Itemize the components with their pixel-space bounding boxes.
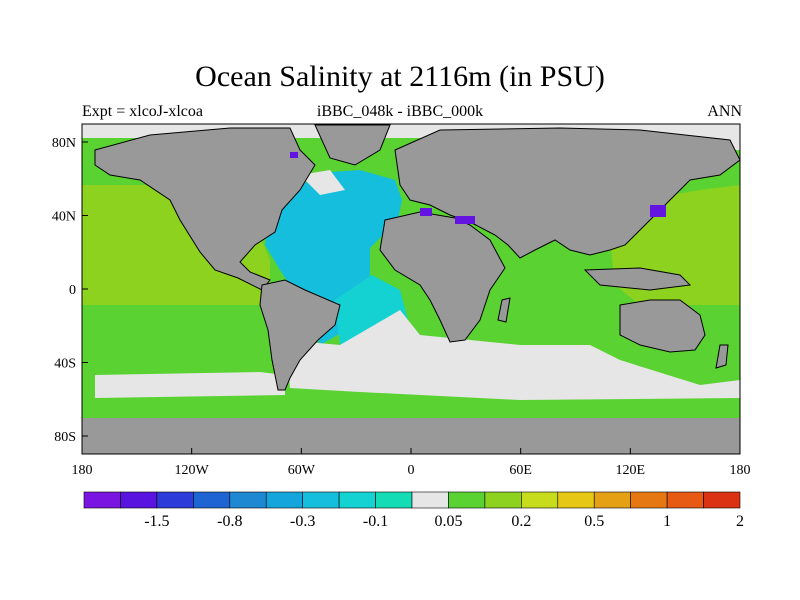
madagascar <box>497 297 511 323</box>
mediterranean-anomaly <box>420 208 432 216</box>
aegean-anomaly <box>455 216 475 224</box>
lon-tick-label: 180 <box>730 463 751 478</box>
new-zealand <box>715 344 729 369</box>
greenland <box>314 124 391 166</box>
colorbar-swatch <box>375 491 413 509</box>
lon-tick-label: 0 <box>408 463 415 478</box>
colorbar-swatch <box>411 491 449 509</box>
experiment-label: Expt = xlcoJ-xlcoa <box>82 103 203 120</box>
south-america <box>259 279 341 391</box>
colorbar: -1.5 -0.8 -0.3 -0.1 0.05 0.2 0.5 1 2 <box>83 491 744 530</box>
lon-tick-label: 180 <box>72 463 93 478</box>
lat-tick-label: 80S <box>54 430 76 445</box>
colorbar-swatch <box>193 491 231 509</box>
colorbar-label: -0.3 <box>290 513 315 530</box>
lat-tick-label: 0 <box>69 283 76 298</box>
lon-tick-label: 60E <box>509 463 532 478</box>
colorbar-swatch <box>703 491 741 509</box>
southeast-pacific-band <box>95 372 285 398</box>
map-subtitle: iBBC_048k - iBBC_000k <box>316 103 484 120</box>
latitude-ticks: 80N 40N 0 40S 80S <box>52 136 88 445</box>
colorbar-label: 2 <box>736 513 744 530</box>
japan-sea-anomaly <box>650 205 666 217</box>
maritime-continent <box>583 267 692 291</box>
lon-tick-label: 60W <box>288 463 316 478</box>
colorbar-label: -0.1 <box>363 513 388 530</box>
atlantic-region <box>265 170 402 345</box>
colorbar-swatch <box>593 491 631 509</box>
southern-ocean-band <box>285 310 740 400</box>
lon-tick-label: 120E <box>616 463 646 478</box>
colorbar-label: -0.8 <box>217 513 242 530</box>
colorbar-label: 1 <box>663 513 671 530</box>
colorbar-swatch <box>229 491 267 509</box>
colorbar-swatch <box>484 491 522 509</box>
colorbar-label: 0.05 <box>434 513 462 530</box>
longitude-ticks: 180 120W 60W 0 60E 120E 180 <box>72 448 751 478</box>
map-title: Ocean Salinity at 2116m (in PSU) <box>195 60 605 93</box>
lat-tick-label: 80N <box>52 136 76 151</box>
greenland-sea <box>300 170 345 195</box>
australia <box>619 299 706 353</box>
colorbar-label: -1.5 <box>144 513 169 530</box>
colorbar-swatch <box>338 491 376 509</box>
caribbean-anomaly <box>290 152 298 158</box>
lat-tick-label: 40S <box>54 357 76 372</box>
lon-tick-label: 120W <box>175 463 210 478</box>
colorbar-swatch <box>666 491 704 509</box>
colorbar-swatch <box>302 491 340 509</box>
colorbar-swatch <box>557 491 595 509</box>
north-america <box>94 127 316 291</box>
season-label: ANN <box>707 103 742 120</box>
colorbar-swatch <box>120 491 158 509</box>
colorbar-swatch <box>265 491 303 509</box>
eurasia <box>394 127 740 259</box>
colorbar-swatch <box>83 491 121 509</box>
colorbar-swatch <box>521 491 559 509</box>
colorbar-swatch <box>630 491 668 509</box>
colorbar-swatch <box>156 491 194 509</box>
lat-tick-label: 40N <box>52 210 76 225</box>
colorbar-label: 0.2 <box>511 513 531 530</box>
colorbar-swatch <box>448 491 486 509</box>
colorbar-label: 0.5 <box>584 513 604 530</box>
